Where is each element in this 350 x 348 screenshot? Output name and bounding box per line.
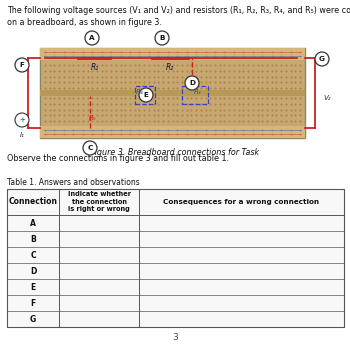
Text: G: G — [319, 56, 325, 62]
Text: A: A — [89, 35, 95, 41]
Circle shape — [139, 88, 153, 102]
Text: G: G — [30, 315, 36, 324]
Circle shape — [155, 31, 169, 45]
Text: 3: 3 — [172, 333, 178, 342]
Text: R₄: R₄ — [136, 89, 144, 95]
Text: D: D — [30, 267, 36, 276]
Text: R₂: R₂ — [166, 63, 174, 72]
Circle shape — [15, 113, 29, 127]
Text: R₁: R₁ — [91, 63, 99, 72]
Circle shape — [15, 58, 29, 72]
Text: I₂: I₂ — [323, 55, 328, 61]
Text: B: B — [159, 35, 165, 41]
Bar — [40, 90, 305, 96]
Bar — [7, 189, 344, 327]
Text: R₃: R₃ — [194, 89, 202, 95]
Text: E: E — [144, 92, 148, 98]
Text: Figure 3. Breadboard connections for Task: Figure 3. Breadboard connections for Tas… — [90, 148, 260, 157]
Text: C: C — [87, 145, 93, 151]
Text: Indicate whether
the connection
is right or wrong: Indicate whether the connection is right… — [68, 191, 131, 213]
Circle shape — [315, 52, 329, 66]
Bar — [40, 126, 305, 138]
Bar — [182, 86, 208, 104]
Circle shape — [185, 76, 199, 90]
Text: Consequences for a wrong connection: Consequences for a wrong connection — [163, 199, 320, 205]
Text: B: B — [30, 235, 36, 244]
Text: V₂: V₂ — [323, 95, 330, 101]
Text: E: E — [30, 283, 36, 292]
Bar — [135, 86, 155, 104]
Text: The following voltage sources (V₁ and V₂) and resistors (R₁, R₂, R₃, R₄, and R₅): The following voltage sources (V₁ and V₂… — [7, 6, 350, 27]
Text: F: F — [20, 62, 25, 68]
Text: F: F — [30, 299, 36, 308]
Bar — [40, 48, 305, 138]
Circle shape — [83, 141, 97, 155]
Bar — [40, 48, 305, 60]
Text: Table 1. Answers and observations: Table 1. Answers and observations — [7, 178, 142, 187]
Text: A: A — [30, 219, 36, 228]
Text: +: + — [19, 117, 25, 123]
Text: D: D — [189, 80, 195, 86]
Circle shape — [85, 31, 99, 45]
Text: Connection: Connection — [8, 198, 57, 206]
Text: Observe the connections in figure 3 and fill out table 1.: Observe the connections in figure 3 and … — [7, 154, 229, 163]
Text: C: C — [30, 251, 36, 260]
Text: R₅: R₅ — [89, 115, 97, 121]
Text: I₁: I₁ — [20, 132, 25, 138]
